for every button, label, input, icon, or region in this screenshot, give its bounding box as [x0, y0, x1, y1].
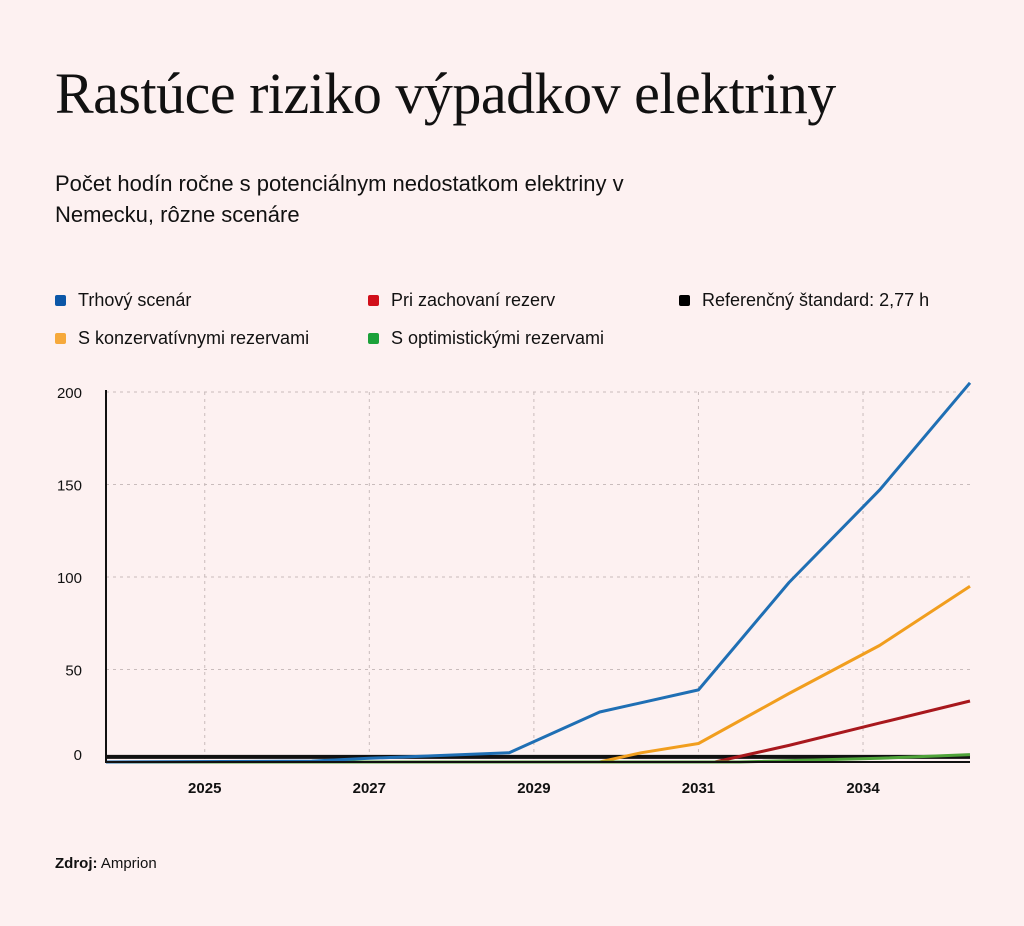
- y-axis-labels: 0 50 100 150 200: [57, 385, 82, 764]
- legend-label-konzervativne: S konzervatívnymi rezervami: [78, 328, 310, 348]
- x-tick-label-2027: 2027: [353, 780, 386, 797]
- legend-label-pri-zachovani: Pri zachovaní rezerv: [391, 290, 556, 310]
- legend-item-pri-zachovani: Pri zachovaní rezerv: [368, 288, 555, 312]
- grid-lines: [106, 391, 970, 762]
- x-tick-label-2031: 2031: [682, 780, 715, 797]
- y-tick-label-200: 200: [57, 385, 82, 402]
- y-tick-label-0: 0: [74, 747, 82, 764]
- legend-label-trhovy: Trhový scenár: [78, 290, 192, 310]
- legend-item-konzervativne: S konzervatívnymi rezervami: [55, 326, 309, 350]
- legend-label-referencny: Referenčný štandard: 2,77 h: [702, 290, 930, 310]
- legend-item-trhovy: Trhový scenár: [55, 288, 191, 312]
- x-tick-label-2034: 2034: [846, 780, 880, 797]
- series-line-0: [105, 381, 972, 764]
- legend-item-referencny: Referenčný štandard: 2,77 h: [679, 288, 929, 312]
- chart-title: Rastúce riziko výpadkov elektriny: [55, 61, 836, 126]
- axes: [105, 390, 970, 763]
- x-tick-label-2029: 2029: [517, 780, 550, 797]
- legend-swatch-konzervativne: [55, 332, 66, 344]
- chart-subtitle: Počet hodín ročne s potenciálnym nedosta…: [55, 171, 624, 227]
- legend-label-optimisticke: S optimistickými rezervami: [391, 328, 605, 348]
- legend-swatch-trhovy: [55, 294, 66, 306]
- y-tick-label-100: 100: [57, 570, 82, 587]
- series-lines: [105, 381, 972, 764]
- legend: Trhový scenár Pri zachovaní rezerv Refer…: [55, 288, 1015, 358]
- legend-swatch-pri-zachovani: [368, 294, 379, 306]
- legend-swatch-optimisticke: [368, 332, 379, 344]
- legend-swatch-referencny: [679, 294, 690, 306]
- series-line-2: [106, 699, 971, 764]
- series-line-1: [106, 585, 971, 764]
- line-chart: 0 50 100 150 200 2025 2027 2029 2031 2034: [57, 381, 972, 797]
- source-value: Amprion: [100, 855, 157, 872]
- y-tick-label-150: 150: [57, 478, 82, 495]
- source-note: Zdroj: Amprion: [55, 854, 157, 874]
- source-label: Zdroj:: [55, 855, 98, 872]
- x-tick-label-2025: 2025: [188, 780, 221, 797]
- y-tick-label-50: 50: [65, 663, 82, 680]
- legend-item-optimisticke: S optimistickými rezervami: [368, 326, 604, 350]
- x-axis-labels: 2025 2027 2029 2031 2034: [188, 780, 880, 797]
